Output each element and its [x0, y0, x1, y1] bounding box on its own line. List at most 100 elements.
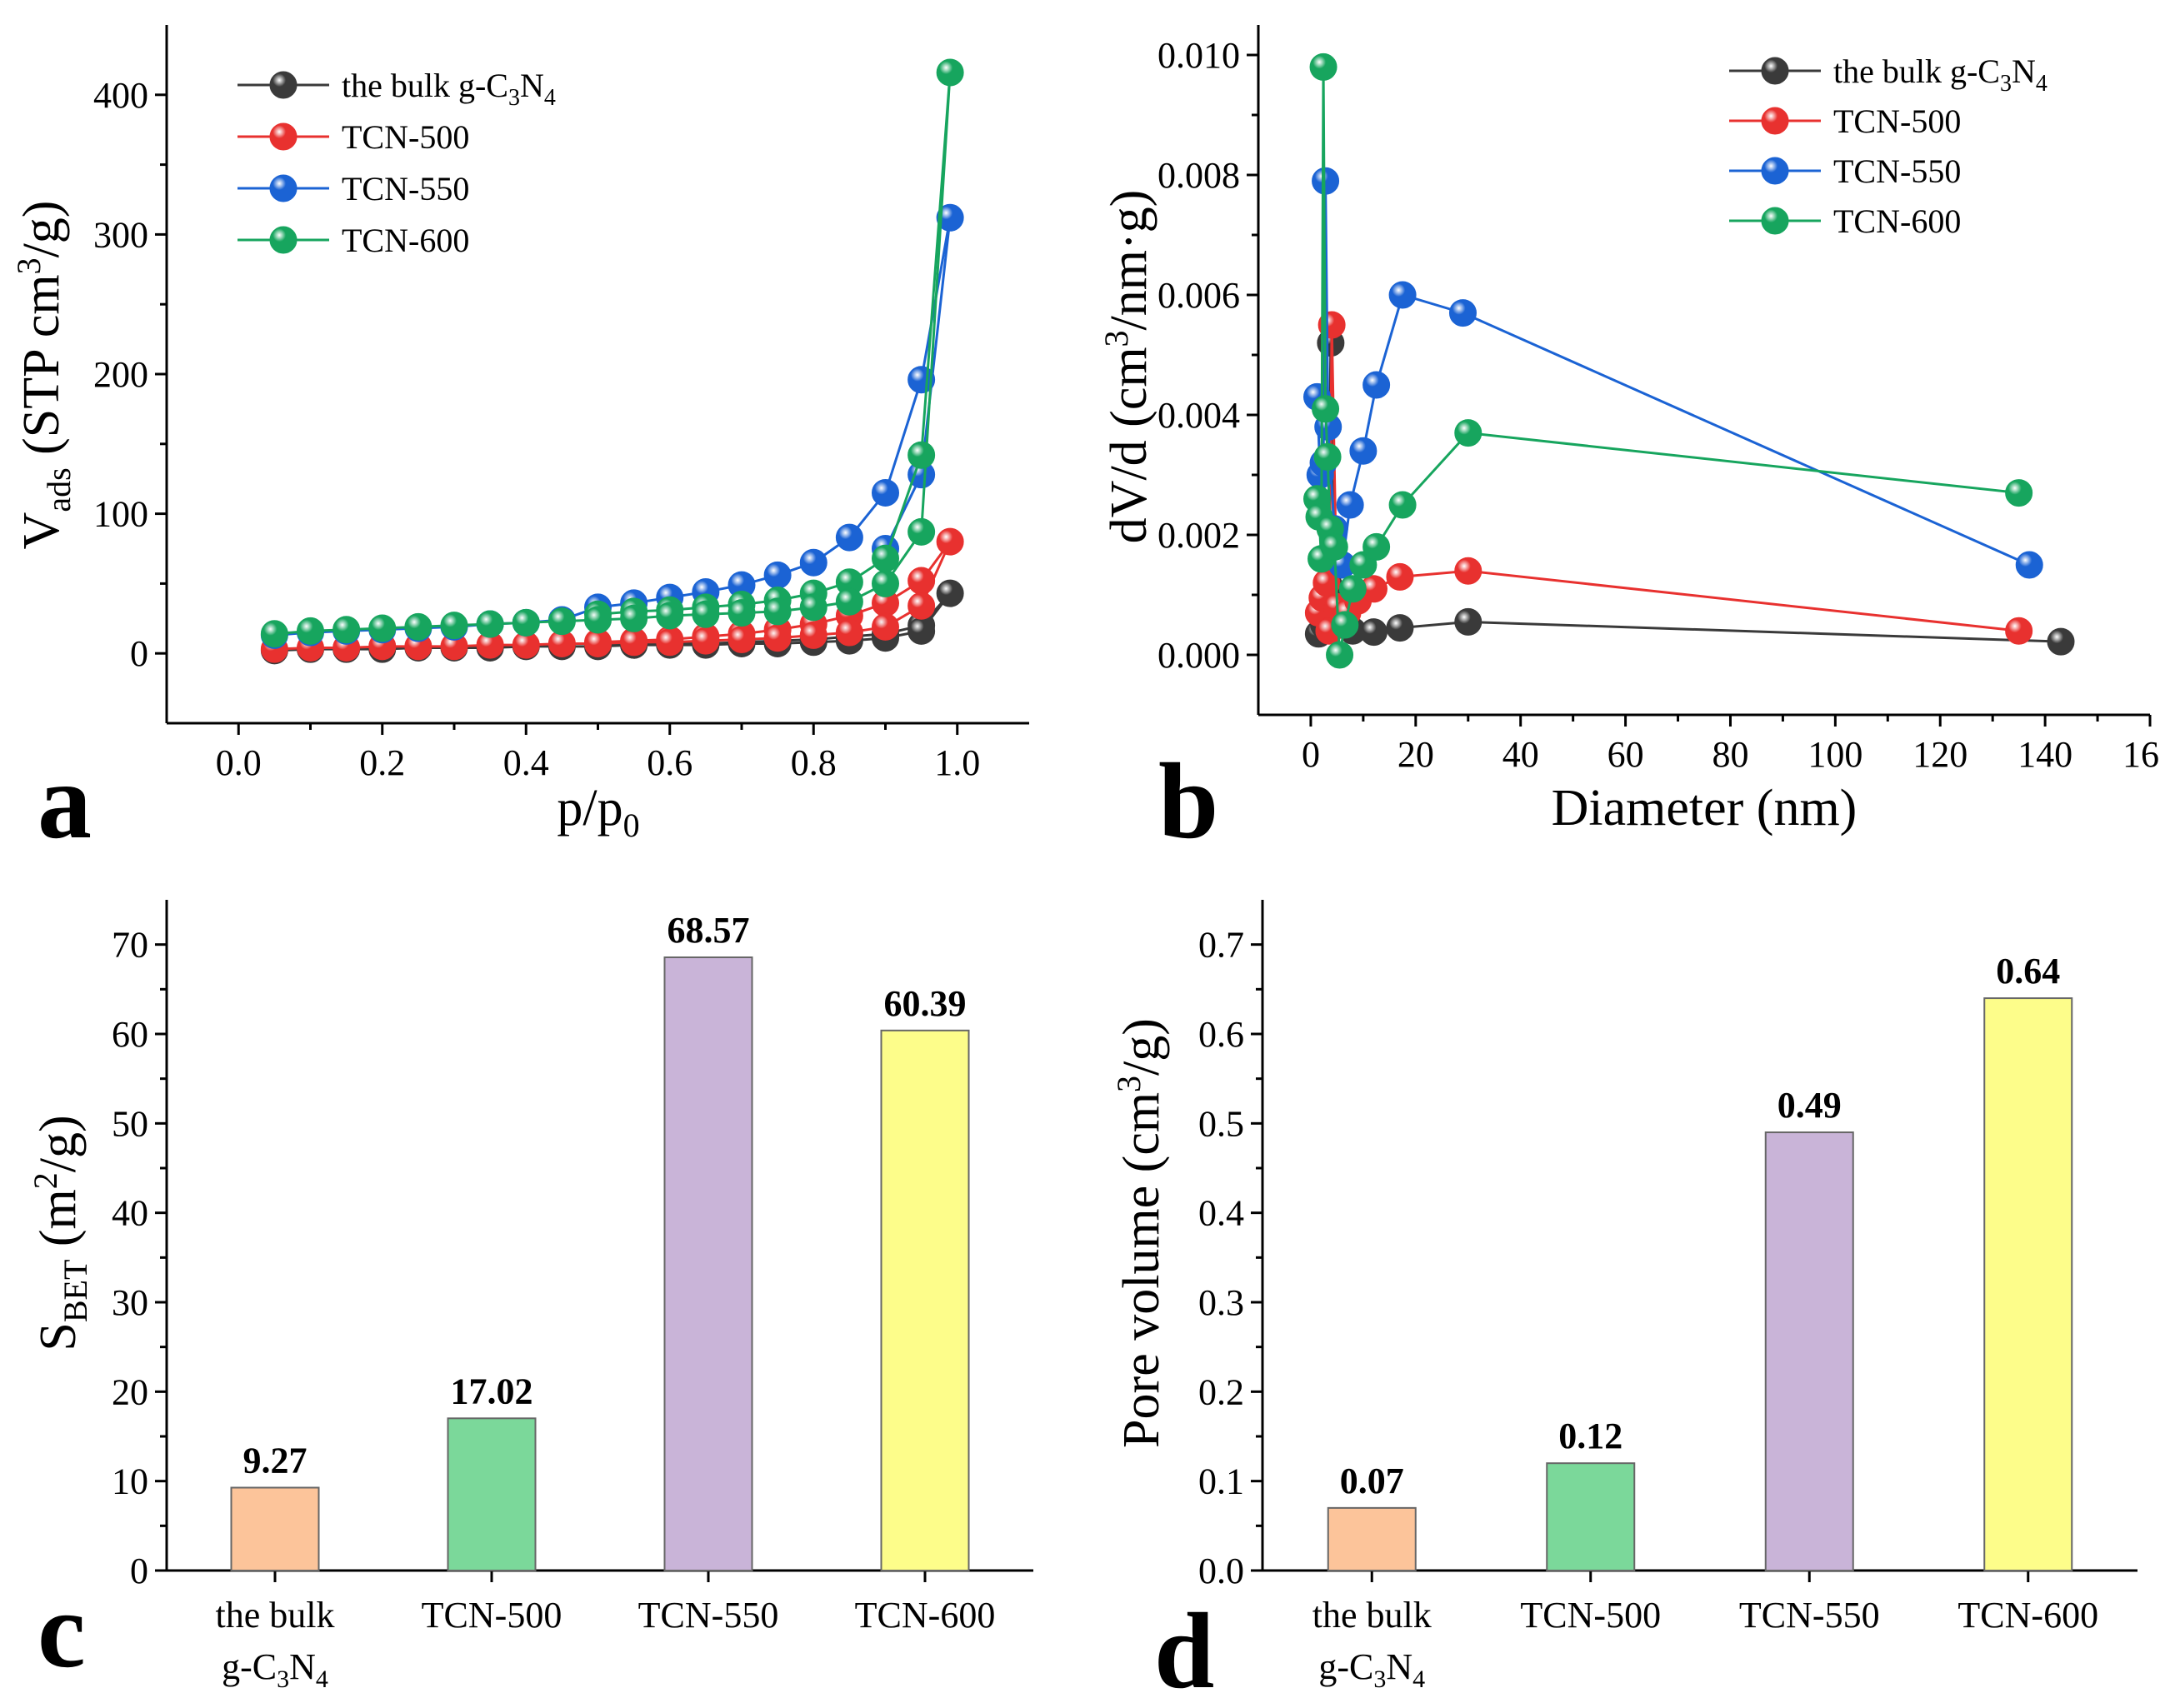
data-point: [1338, 575, 1367, 603]
data-label: 9.27: [243, 1441, 308, 1481]
x-tick-label: the bulk: [216, 1595, 335, 1636]
y-axis-label: Vads (STP cm3/g): [10, 201, 78, 550]
data-point: [1386, 614, 1414, 642]
data-point: [936, 579, 964, 607]
legend-label: TCN-600: [342, 222, 469, 259]
data-point: [908, 617, 936, 645]
x-tick-label: 0.4: [503, 742, 549, 783]
data-point: [548, 607, 576, 636]
legend-marker: [1761, 207, 1789, 235]
data-point: [656, 628, 684, 657]
data-point: [1313, 442, 1342, 471]
data-point: [1454, 419, 1482, 447]
data-label: 0.12: [1558, 1416, 1622, 1456]
y-tick-label: 10: [112, 1461, 148, 1502]
panel-label-a: a: [38, 742, 92, 861]
x-tick-label: TCN-600: [855, 1595, 996, 1636]
bar: [1764, 1131, 1854, 1571]
panel-label-b: b: [1158, 742, 1218, 861]
data-point: [763, 561, 792, 589]
data-point: [1362, 532, 1391, 561]
y-tick-label: 60: [112, 1014, 148, 1055]
data-point: [835, 523, 863, 552]
panel-label-d: d: [1154, 1591, 1214, 1708]
data-point: [728, 625, 756, 653]
data-point: [440, 612, 468, 640]
data-point: [297, 617, 324, 645]
y-tick-label: 20: [112, 1371, 148, 1412]
data-point: [1454, 607, 1482, 636]
data-point: [1388, 491, 1417, 519]
bar: [447, 1417, 537, 1572]
data-point: [2047, 627, 2075, 656]
bar: [880, 1029, 970, 1571]
data-label: 68.57: [668, 910, 750, 951]
data-label: 0.64: [1996, 951, 2060, 991]
series-tcn-600: [260, 58, 964, 648]
data-point: [728, 599, 756, 627]
y-tick-label: 70: [112, 925, 148, 966]
data-point: [692, 627, 720, 655]
y-tick-label: 50: [112, 1103, 148, 1144]
bar: [663, 956, 753, 1572]
data-point: [835, 587, 863, 616]
data-point: [799, 548, 828, 577]
data-point: [763, 624, 792, 652]
x-tick-label: TCN-550: [1739, 1595, 1880, 1636]
data-point: [936, 58, 964, 87]
legend-label: TCN-500: [342, 118, 469, 156]
x-tick-label: 0.2: [359, 742, 405, 783]
legend-marker: [1761, 107, 1789, 135]
data-point: [1349, 437, 1378, 465]
y-tick-label: 0.006: [1158, 275, 1240, 316]
data-point: [936, 527, 964, 556]
x-tick-label: 0: [1302, 734, 1320, 775]
x-tick-label: 160: [2122, 734, 2160, 775]
x-tick-label: 0.6: [647, 742, 692, 783]
y-axis-label: SBET (m2/g): [27, 1115, 94, 1351]
data-label: 0.07: [1340, 1461, 1404, 1501]
y-tick-label: 0.1: [1198, 1461, 1244, 1502]
y-tick-label: 0.3: [1198, 1282, 1244, 1323]
data-point: [620, 604, 648, 632]
y-tick-label: 40: [112, 1193, 148, 1234]
data-point: [692, 600, 720, 628]
data-point: [1336, 491, 1364, 519]
legend: the bulk g-C3N4 TCN-500 TCN-550 TCN-600: [1729, 52, 2048, 240]
data-point: [799, 593, 828, 622]
bar: [1327, 1506, 1417, 1572]
data-point: [584, 606, 612, 634]
bar: [1983, 997, 2073, 1571]
legend-marker: [269, 226, 298, 254]
series-line: [1317, 324, 2019, 632]
x-tick-label: 120: [1912, 734, 1968, 775]
y-tick-label: 0: [130, 633, 148, 674]
data-point: [368, 614, 397, 642]
panel-c: 0 10 20 30 40 50 60 70 9.27 the bulk g-C3N4 17.02 TC…: [27, 900, 1033, 1693]
data-point: [1448, 299, 1477, 327]
legend-label: TCN-550: [1833, 152, 1961, 190]
series-the-bulk-g-c3n4: [1304, 329, 2075, 656]
data-point: [512, 608, 540, 637]
data-point: [835, 618, 863, 647]
y-tick-label: 0.000: [1158, 635, 1240, 676]
data-point: [872, 544, 899, 572]
y-tick-label: 100: [93, 494, 148, 535]
legend-marker: [269, 122, 298, 151]
x-tick-label: the bulk: [1312, 1595, 1432, 1636]
bar: [1546, 1462, 1636, 1571]
x-tick-label: 100: [1808, 734, 1862, 775]
desorption-line: [598, 72, 952, 616]
y-tick-label: 0.2: [1198, 1371, 1244, 1412]
data-point: [1320, 532, 1348, 561]
data-point: [1309, 52, 1338, 81]
data-point: [404, 612, 432, 641]
y-tick-label: 0.008: [1158, 155, 1240, 196]
y-tick-label: 0.004: [1158, 395, 1240, 436]
panel-a: 0.0 0.2 0.4 0.6 0.8 1.0 0 100 200 300 400 the bulk …: [10, 25, 1029, 844]
data-point: [1312, 395, 1340, 423]
x-tick-label: TCN-500: [422, 1595, 562, 1636]
series-tcn-600: [1302, 52, 2033, 669]
legend-marker: [1761, 57, 1789, 85]
